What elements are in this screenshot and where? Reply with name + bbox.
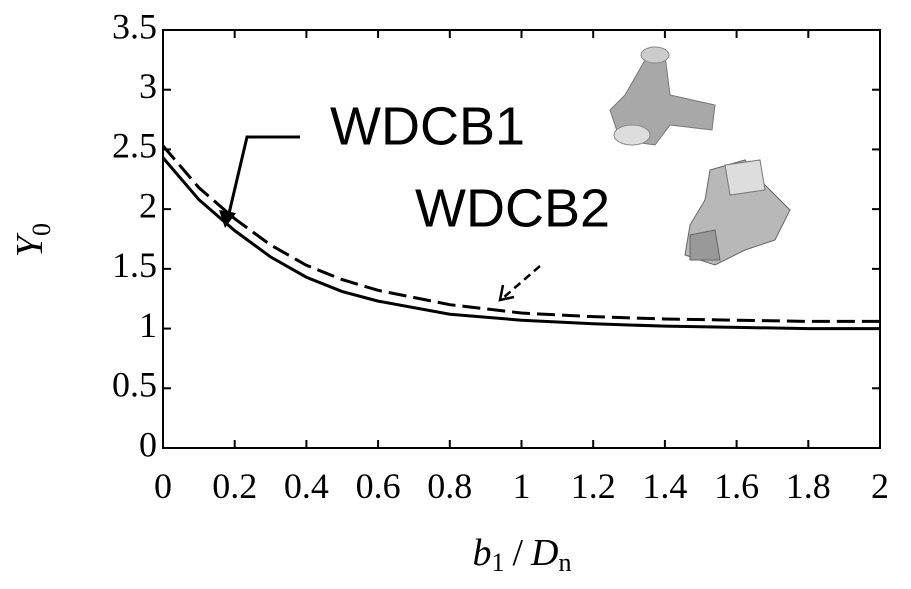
annotation-arrow [503, 266, 540, 298]
x-tick-label: 0 [154, 466, 172, 506]
x-label-part: n [559, 548, 572, 577]
annotation: WDCB2 [415, 178, 610, 238]
y-tick-label: 2 [139, 185, 157, 225]
y-tick-label: 1.5 [112, 245, 157, 285]
block-icon [685, 160, 790, 265]
block-icon [610, 47, 715, 145]
y-tick-label: 3.5 [112, 6, 157, 46]
x-tick-label: 1.4 [642, 466, 687, 506]
x-tick-label: 0.8 [427, 466, 472, 506]
x-label-part: 1 [491, 548, 504, 577]
x-label-part: / [512, 532, 523, 574]
y-tick-label: 1 [139, 305, 157, 345]
x-label-part: D [530, 532, 558, 574]
x-tick-label: 0.2 [212, 466, 257, 506]
x-tick-label: 1.6 [714, 466, 759, 506]
x-tick-label: 1.8 [786, 466, 831, 506]
x-axis-label: b1 /Dn [472, 532, 571, 577]
y-axis-label: Y0 [9, 223, 56, 257]
y-tick-label: 2.5 [112, 126, 157, 166]
annotation: WDCB1 [330, 96, 525, 156]
y-tick-label: 0.5 [112, 365, 157, 405]
y-tick-label: 0 [139, 424, 157, 464]
x-tick-label: 1 [513, 466, 531, 506]
x-tick-label: 0.4 [284, 466, 329, 506]
y-tick-label: 3 [139, 66, 157, 106]
y-label-part: 0 [27, 223, 56, 236]
x-tick-label: 0.6 [356, 466, 401, 506]
chart: WDCB1 WDCB2 Y0 b1/Dn 00.511.522.533.500.… [0, 0, 911, 589]
arrow-head [500, 285, 514, 300]
x-label-part: b [472, 532, 491, 574]
x-tick-label: 1.2 [571, 466, 616, 506]
x-tick-label: 2 [871, 466, 889, 506]
annotation-arrow [227, 137, 300, 222]
